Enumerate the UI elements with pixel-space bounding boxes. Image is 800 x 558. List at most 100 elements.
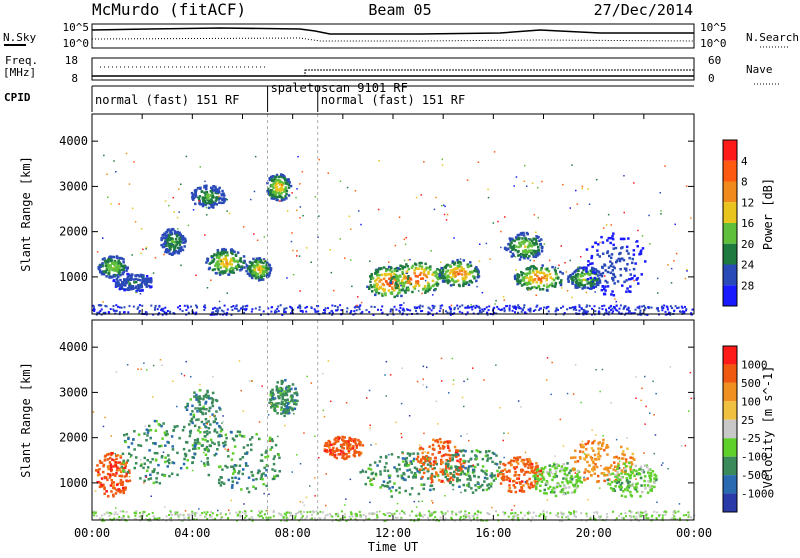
scatter-point bbox=[183, 518, 185, 520]
scatter-point bbox=[259, 512, 261, 514]
scatter-point bbox=[581, 284, 584, 287]
scatter-point bbox=[409, 469, 412, 472]
scatter-point bbox=[668, 312, 670, 314]
scatter-point bbox=[230, 431, 233, 434]
scatter-point bbox=[183, 458, 186, 461]
scatter-point bbox=[135, 221, 137, 223]
scatter-point bbox=[544, 489, 547, 492]
scatter-point bbox=[271, 392, 274, 395]
scatter-point bbox=[237, 251, 240, 254]
scatter-point bbox=[429, 489, 432, 492]
scatter-point bbox=[646, 514, 648, 516]
scatter-point bbox=[233, 260, 236, 263]
scatter-point bbox=[216, 422, 219, 425]
scatter-point bbox=[532, 183, 534, 185]
scatter-point bbox=[458, 285, 461, 288]
scatter-point bbox=[143, 480, 146, 483]
scatter-point bbox=[626, 287, 629, 290]
scatter-point bbox=[324, 310, 326, 312]
scatter-point bbox=[525, 251, 528, 254]
scatter-point bbox=[678, 307, 680, 309]
scatter-point bbox=[287, 210, 289, 212]
scatter-point bbox=[631, 277, 634, 280]
scatter-point bbox=[359, 304, 361, 306]
scatter-point bbox=[224, 441, 227, 444]
scatter-point bbox=[144, 463, 147, 466]
scatter-point bbox=[493, 222, 495, 224]
scatter-point bbox=[610, 305, 612, 307]
scatter-point bbox=[204, 307, 206, 309]
scatter-point bbox=[632, 258, 635, 261]
scatter-point bbox=[534, 214, 536, 216]
scatter-point bbox=[149, 474, 152, 477]
scatter-point bbox=[180, 265, 182, 267]
scatter-point bbox=[371, 277, 374, 280]
scatter-point bbox=[182, 241, 185, 244]
scatter-point bbox=[403, 302, 405, 304]
scatter-point bbox=[220, 271, 223, 274]
scatter-point bbox=[264, 236, 266, 238]
scatter-point bbox=[349, 216, 351, 218]
power-ylabel: Slant Range [km] bbox=[19, 156, 33, 272]
scatter-point bbox=[438, 273, 441, 276]
scatter-point bbox=[403, 473, 406, 476]
scatter-point bbox=[276, 311, 278, 313]
scatter-point bbox=[510, 241, 513, 244]
scatter-point bbox=[242, 262, 245, 265]
scatter-point bbox=[612, 511, 614, 513]
scatter-point bbox=[469, 458, 472, 461]
scatter-point bbox=[122, 510, 124, 512]
scatter-point bbox=[451, 511, 453, 513]
scatter-point bbox=[623, 175, 625, 177]
scatter-point bbox=[113, 305, 115, 307]
scatter-point bbox=[609, 272, 612, 275]
scatter-point bbox=[554, 270, 557, 273]
scatter-point bbox=[440, 307, 442, 309]
scatter-point bbox=[518, 238, 521, 241]
scatter-point bbox=[459, 311, 461, 313]
scatter-point bbox=[262, 483, 265, 486]
scatter-point bbox=[621, 284, 624, 287]
scatter-point bbox=[116, 280, 119, 283]
scatter-point bbox=[225, 259, 228, 262]
scatter-point bbox=[513, 484, 516, 487]
scatter-point bbox=[465, 283, 468, 286]
scatter-point bbox=[470, 306, 472, 308]
scatter-point bbox=[181, 237, 184, 240]
scatter-point bbox=[446, 264, 449, 267]
scatter-point bbox=[131, 274, 134, 277]
scatter-point bbox=[133, 161, 135, 163]
scatter-point bbox=[472, 491, 475, 494]
scatter-point bbox=[603, 288, 606, 291]
scatter-point bbox=[432, 448, 435, 451]
scatter-point bbox=[144, 457, 147, 460]
scatter-point bbox=[427, 311, 429, 313]
scatter-point bbox=[486, 459, 489, 462]
scatter-point bbox=[190, 398, 193, 401]
scatter-point bbox=[432, 280, 435, 283]
scatter-point bbox=[542, 288, 545, 291]
scatter-point bbox=[456, 460, 459, 463]
scatter-point bbox=[283, 517, 285, 519]
scatter-point bbox=[591, 246, 594, 249]
scatter-point bbox=[173, 211, 175, 213]
scatter-point bbox=[477, 276, 480, 279]
scatter-point bbox=[494, 463, 497, 466]
scatter-point bbox=[644, 260, 647, 263]
scatter-point bbox=[146, 275, 149, 278]
scatter-point bbox=[620, 513, 622, 515]
scatter-point bbox=[197, 407, 200, 410]
scatter-point bbox=[524, 312, 526, 314]
scatter-point bbox=[116, 469, 119, 472]
scatter-point bbox=[615, 261, 618, 264]
scatter-point bbox=[583, 279, 586, 282]
scatter-point bbox=[554, 467, 557, 470]
scatter-point bbox=[273, 511, 275, 513]
scatter-point bbox=[242, 468, 245, 471]
scatter-point bbox=[126, 433, 129, 436]
scatter-point bbox=[167, 229, 170, 232]
scatter-point bbox=[658, 310, 660, 312]
scatter-point bbox=[409, 309, 411, 311]
scatter-point bbox=[384, 485, 387, 488]
scatter-point bbox=[110, 466, 113, 469]
